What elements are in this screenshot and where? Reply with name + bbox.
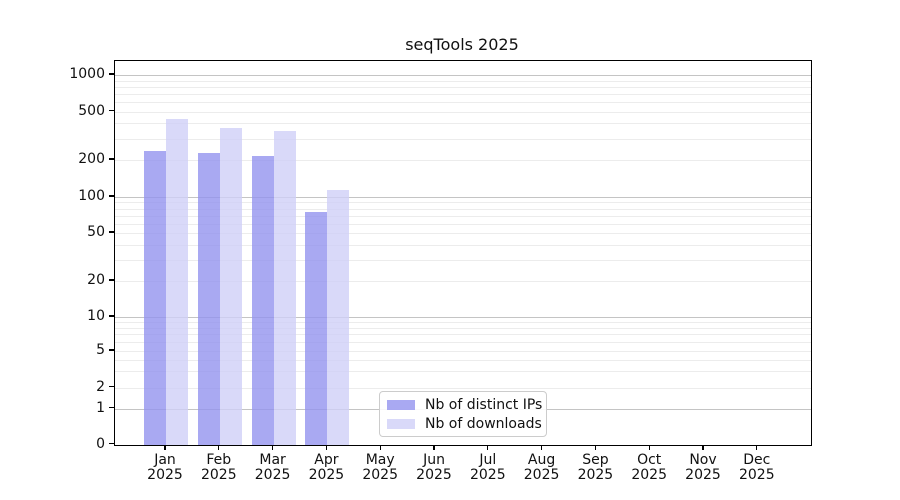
x-tick-feb bbox=[218, 444, 220, 450]
x-tick-jul bbox=[487, 444, 489, 450]
gridline-10 bbox=[114, 317, 811, 318]
y-tick-0 bbox=[108, 442, 114, 445]
chart-title: seqTools 2025 bbox=[405, 35, 519, 54]
x-tick-label-jun: Jun 2025 bbox=[416, 452, 452, 483]
x-tick-label-oct: Oct 2025 bbox=[631, 452, 667, 483]
bar-apr-distinct-ips bbox=[305, 211, 328, 445]
y-tick-1000 bbox=[108, 73, 114, 75]
legend-label-downloads: Nb of downloads bbox=[425, 415, 542, 432]
y-tick-label-200: 200 bbox=[78, 151, 105, 167]
y-tick-50 bbox=[108, 231, 114, 233]
gridline-500 bbox=[114, 111, 811, 113]
x-tick-label-apr: Apr 2025 bbox=[308, 452, 345, 483]
x-tick-mar bbox=[272, 444, 274, 450]
y-tick-label-2: 2 bbox=[96, 378, 105, 395]
y-tick-label-20: 20 bbox=[87, 272, 105, 288]
y-tick-label-5: 5 bbox=[96, 342, 105, 358]
x-tick-label-dec: Dec 2025 bbox=[738, 452, 775, 483]
x-tick-label-sep: Sep 2025 bbox=[577, 452, 614, 483]
y-tick-label-500: 500 bbox=[78, 102, 105, 119]
y-tick-label-100: 100 bbox=[78, 188, 105, 204]
y-tick-label-1: 1 bbox=[96, 399, 105, 416]
gridline-6 bbox=[114, 342, 811, 344]
x-tick-label-may: May 2025 bbox=[362, 452, 398, 483]
gridline-60 bbox=[114, 223, 811, 225]
x-tick-label-jul: Jul 2025 bbox=[469, 452, 506, 483]
gridline-50 bbox=[114, 233, 811, 234]
gridline-7 bbox=[114, 334, 811, 336]
gridline-8 bbox=[114, 327, 811, 329]
gridline-600 bbox=[114, 101, 811, 103]
bar-mar-distinct-ips bbox=[251, 156, 274, 445]
bar-jan-downloads bbox=[166, 119, 188, 445]
x-tick-nov bbox=[702, 444, 704, 450]
bar-apr-downloads bbox=[327, 189, 350, 445]
legend-swatch-downloads bbox=[387, 418, 415, 429]
gridline-900 bbox=[114, 80, 811, 82]
x-tick-aug bbox=[541, 444, 543, 450]
y-tick-label-0: 0 bbox=[96, 435, 105, 452]
x-tick-jun bbox=[433, 444, 435, 450]
y-tick-20 bbox=[108, 279, 114, 281]
gridline-800 bbox=[114, 86, 811, 88]
x-tick-dec bbox=[756, 444, 758, 450]
legend-item-distinct-ips: Nb of distinct IPs bbox=[387, 396, 546, 413]
gridline-300 bbox=[114, 138, 811, 140]
y-tick-label-1000: 1000 bbox=[69, 66, 105, 82]
legend: Nb of distinct IPs Nb of downloads bbox=[379, 391, 547, 437]
bar-jan-distinct-ips bbox=[144, 151, 166, 445]
gridline-4 bbox=[114, 359, 811, 361]
y-tick-label-50: 50 bbox=[87, 224, 105, 240]
x-tick-sep bbox=[594, 444, 596, 450]
gridline-80 bbox=[114, 208, 811, 210]
y-tick-100 bbox=[108, 195, 114, 197]
gridline-9 bbox=[114, 322, 811, 324]
y-tick-2 bbox=[108, 386, 114, 388]
y-tick-label-10: 10 bbox=[87, 308, 105, 324]
gridline-70 bbox=[114, 215, 811, 217]
gridline-200 bbox=[114, 160, 811, 161]
x-tick-label-aug: Aug 2025 bbox=[523, 452, 560, 483]
legend-swatch-distinct-ips bbox=[387, 399, 415, 410]
gridline-90 bbox=[114, 202, 811, 204]
x-tick-jan bbox=[164, 444, 166, 450]
x-tick-label-jan: Jan 2025 bbox=[147, 452, 183, 483]
x-tick-label-nov: Nov 2025 bbox=[685, 452, 721, 483]
legend-label-distinct-ips: Nb of distinct IPs bbox=[425, 396, 543, 413]
bar-feb-distinct-ips bbox=[197, 153, 220, 445]
x-tick-apr bbox=[325, 444, 327, 450]
gridline-3 bbox=[114, 371, 811, 373]
x-tick-oct bbox=[648, 444, 650, 450]
bar-mar-downloads bbox=[273, 130, 296, 445]
gridline-2 bbox=[114, 387, 811, 389]
x-tick-may bbox=[379, 444, 381, 450]
gridline-700 bbox=[114, 93, 811, 95]
gridline-30 bbox=[114, 259, 811, 261]
gridline-400 bbox=[114, 123, 811, 125]
y-tick-1 bbox=[108, 406, 114, 409]
legend-item-downloads: Nb of downloads bbox=[387, 415, 546, 432]
y-tick-5 bbox=[108, 349, 114, 351]
x-tick-label-feb: Feb 2025 bbox=[200, 452, 237, 483]
y-tick-500 bbox=[108, 109, 114, 112]
gridline-40 bbox=[114, 244, 811, 246]
gridline-1000 bbox=[114, 75, 811, 76]
gridline-100 bbox=[114, 197, 811, 198]
y-tick-200 bbox=[108, 158, 114, 160]
x-tick-label-mar: Mar 2025 bbox=[254, 452, 291, 483]
bar-feb-downloads bbox=[219, 128, 242, 445]
gridline-20 bbox=[114, 281, 811, 282]
y-tick-10 bbox=[108, 315, 114, 317]
plot-area bbox=[113, 59, 812, 446]
gridline-5 bbox=[114, 351, 811, 352]
